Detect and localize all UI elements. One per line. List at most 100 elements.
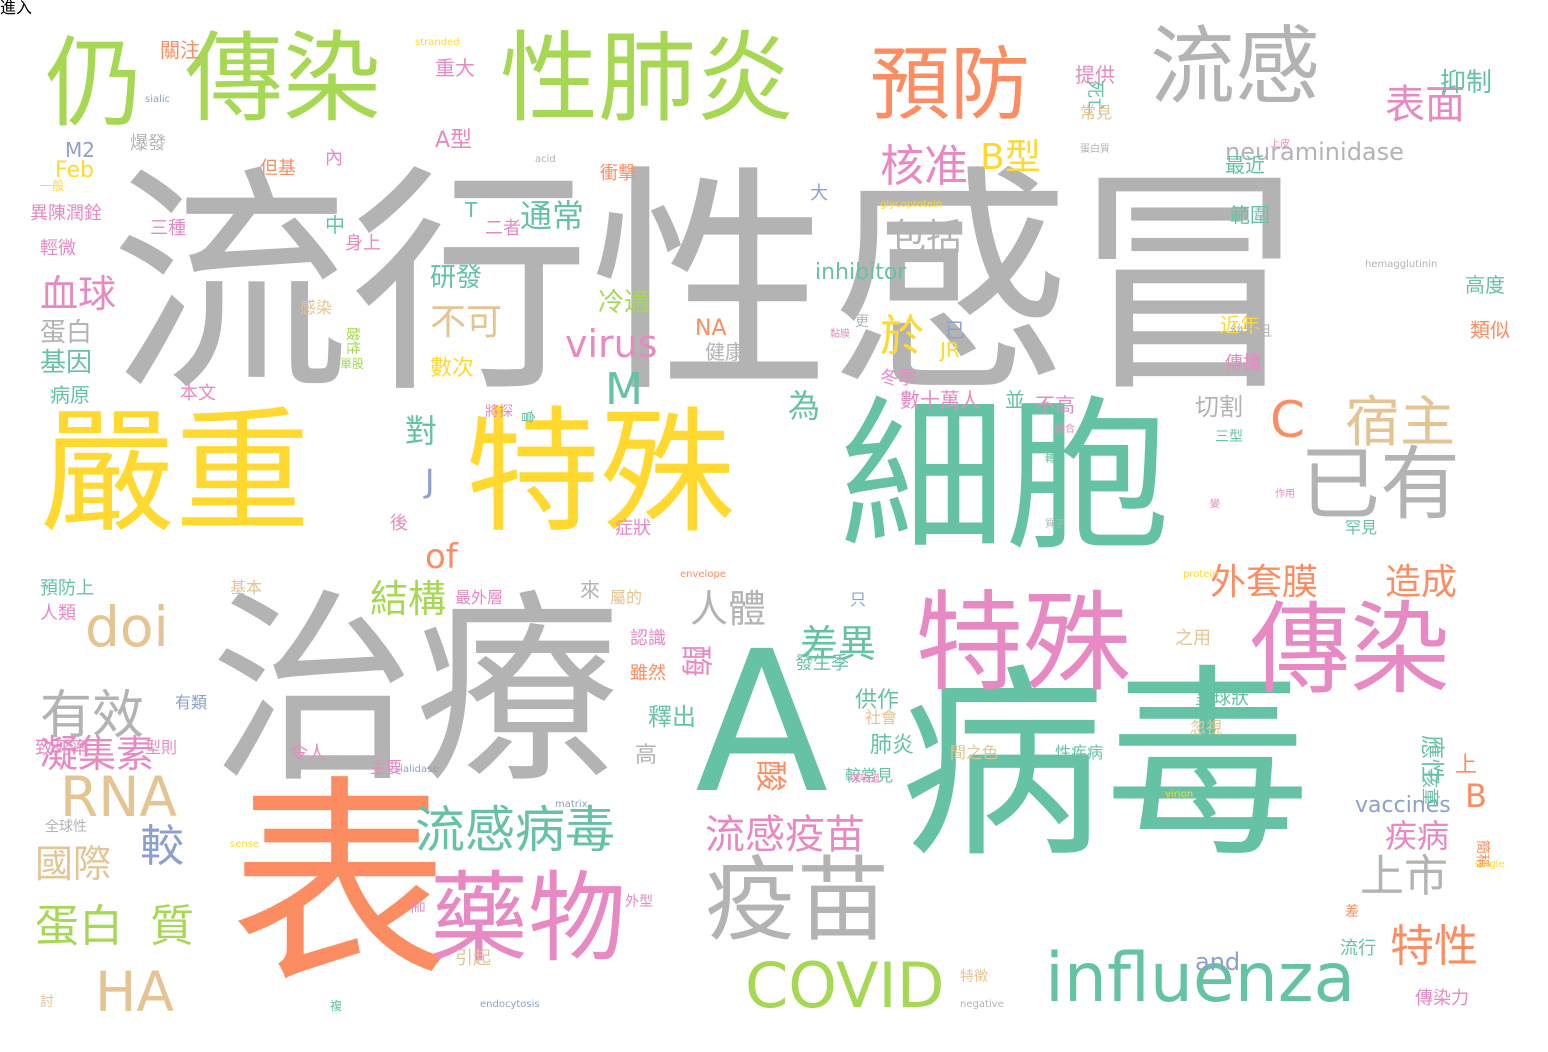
word: 只 bbox=[850, 590, 867, 609]
word: 傳染力 bbox=[1415, 988, 1469, 1009]
word: 呈 bbox=[409, 900, 425, 914]
word: B型 bbox=[980, 137, 1041, 178]
word: 雖然 bbox=[630, 663, 666, 684]
word: A型 bbox=[435, 128, 473, 153]
word: 不高 bbox=[1035, 393, 1075, 417]
word: 流感 bbox=[1150, 18, 1321, 117]
word: 流感病毒 bbox=[415, 801, 615, 859]
word: 融合 bbox=[1055, 424, 1075, 435]
word: 特殊 bbox=[915, 581, 1132, 706]
word: stranded bbox=[415, 37, 460, 48]
word: 質 bbox=[150, 901, 194, 952]
word: endocytosis bbox=[480, 999, 540, 1010]
word: 研發 bbox=[430, 263, 483, 293]
word: 人類 bbox=[40, 603, 76, 624]
word: 內 bbox=[325, 148, 343, 169]
word: 中 bbox=[325, 213, 345, 237]
word: 型則 bbox=[145, 738, 178, 757]
word: hemagglutinin bbox=[1365, 259, 1438, 270]
word: 症狀 bbox=[615, 518, 651, 539]
word: 絲狀且 bbox=[1230, 324, 1272, 340]
word: 衝擊 bbox=[600, 163, 636, 184]
word: 外型 bbox=[625, 894, 653, 910]
word: 傳染 bbox=[185, 22, 382, 136]
word: 冬季 bbox=[880, 368, 916, 389]
word: 流感疫苗 bbox=[705, 812, 865, 858]
word: 類似 bbox=[1470, 318, 1510, 342]
word: 抑制 bbox=[1440, 68, 1493, 98]
word: 有效 bbox=[40, 686, 145, 746]
word: 酶 bbox=[677, 645, 715, 678]
word: 令人 bbox=[290, 743, 326, 764]
word: sense bbox=[230, 839, 260, 850]
word: acid bbox=[535, 154, 556, 165]
word: 酸性 bbox=[344, 327, 360, 355]
word: 數次 bbox=[430, 356, 475, 381]
word: 造成 bbox=[1385, 562, 1458, 603]
word: 更 bbox=[855, 314, 869, 330]
word: T bbox=[465, 198, 478, 222]
word: 為 bbox=[788, 387, 821, 425]
word: 凝集素 bbox=[40, 732, 155, 776]
word: 重大 bbox=[435, 56, 475, 80]
word: JR bbox=[940, 338, 960, 362]
word: 輕微 bbox=[40, 238, 76, 259]
word: Feb bbox=[55, 158, 94, 183]
word: 疫苗 bbox=[705, 847, 890, 954]
word: 呼吸道 bbox=[850, 774, 880, 785]
word: 大 bbox=[810, 183, 828, 204]
word: protein bbox=[1183, 569, 1219, 580]
word: 包括 bbox=[890, 217, 963, 258]
word: 孩童 bbox=[1419, 770, 1440, 806]
word: 高度 bbox=[1465, 273, 1505, 297]
word: 異陳潤銓 bbox=[30, 203, 102, 224]
word: 討 bbox=[40, 994, 54, 1010]
word: 藥物 bbox=[430, 862, 627, 976]
word: 但基 bbox=[260, 158, 296, 179]
word: HA bbox=[95, 960, 174, 1024]
word: 結構 bbox=[370, 577, 447, 621]
word: 質子 bbox=[1045, 519, 1065, 530]
word: 肺炎 bbox=[870, 733, 915, 758]
word: single bbox=[1475, 859, 1505, 870]
word: 於 bbox=[880, 311, 924, 362]
word: 病原 bbox=[50, 383, 90, 407]
word: RNA bbox=[60, 765, 177, 829]
word: 傳染 bbox=[1250, 591, 1450, 708]
word: 罕見 bbox=[1345, 518, 1378, 537]
word: 單股 bbox=[340, 357, 365, 371]
word: 細胞 bbox=[840, 381, 1170, 573]
word: 進入 bbox=[0, 0, 33, 17]
word: 特徵 bbox=[960, 969, 988, 985]
word: and bbox=[1195, 948, 1241, 976]
word: 治療 bbox=[210, 573, 620, 811]
word: 特殊 bbox=[465, 394, 735, 551]
word: 國際 bbox=[35, 842, 112, 886]
word: 性肺炎 bbox=[500, 22, 795, 136]
word: 全球性 bbox=[45, 819, 87, 835]
word: 關注 bbox=[160, 38, 200, 62]
word: 後 bbox=[390, 513, 408, 534]
word: 流行 bbox=[1340, 938, 1376, 959]
word: negative bbox=[960, 999, 1004, 1010]
word: 健康 bbox=[705, 340, 745, 364]
word: COVID bbox=[745, 949, 945, 1022]
word: 三型 bbox=[1215, 429, 1243, 445]
word: 二者 bbox=[485, 218, 521, 239]
word: 上皮 bbox=[1270, 139, 1290, 150]
word: 三種 bbox=[150, 218, 186, 239]
word: 冷適 bbox=[598, 288, 651, 318]
word: 來 bbox=[580, 578, 600, 602]
word: 表 bbox=[230, 757, 451, 1013]
word: 基因 bbox=[40, 348, 93, 378]
word: 切割 bbox=[1195, 393, 1243, 421]
word: NA bbox=[695, 316, 727, 341]
word: 蛋白質 bbox=[1080, 144, 1110, 155]
word: sialic bbox=[145, 94, 171, 105]
word: 蛋白 bbox=[40, 318, 93, 348]
word: 已 bbox=[945, 318, 965, 342]
word: 表面 bbox=[1385, 82, 1465, 128]
word: virus bbox=[565, 322, 658, 366]
word: C bbox=[1270, 391, 1305, 449]
word: 差 bbox=[1345, 904, 1359, 920]
